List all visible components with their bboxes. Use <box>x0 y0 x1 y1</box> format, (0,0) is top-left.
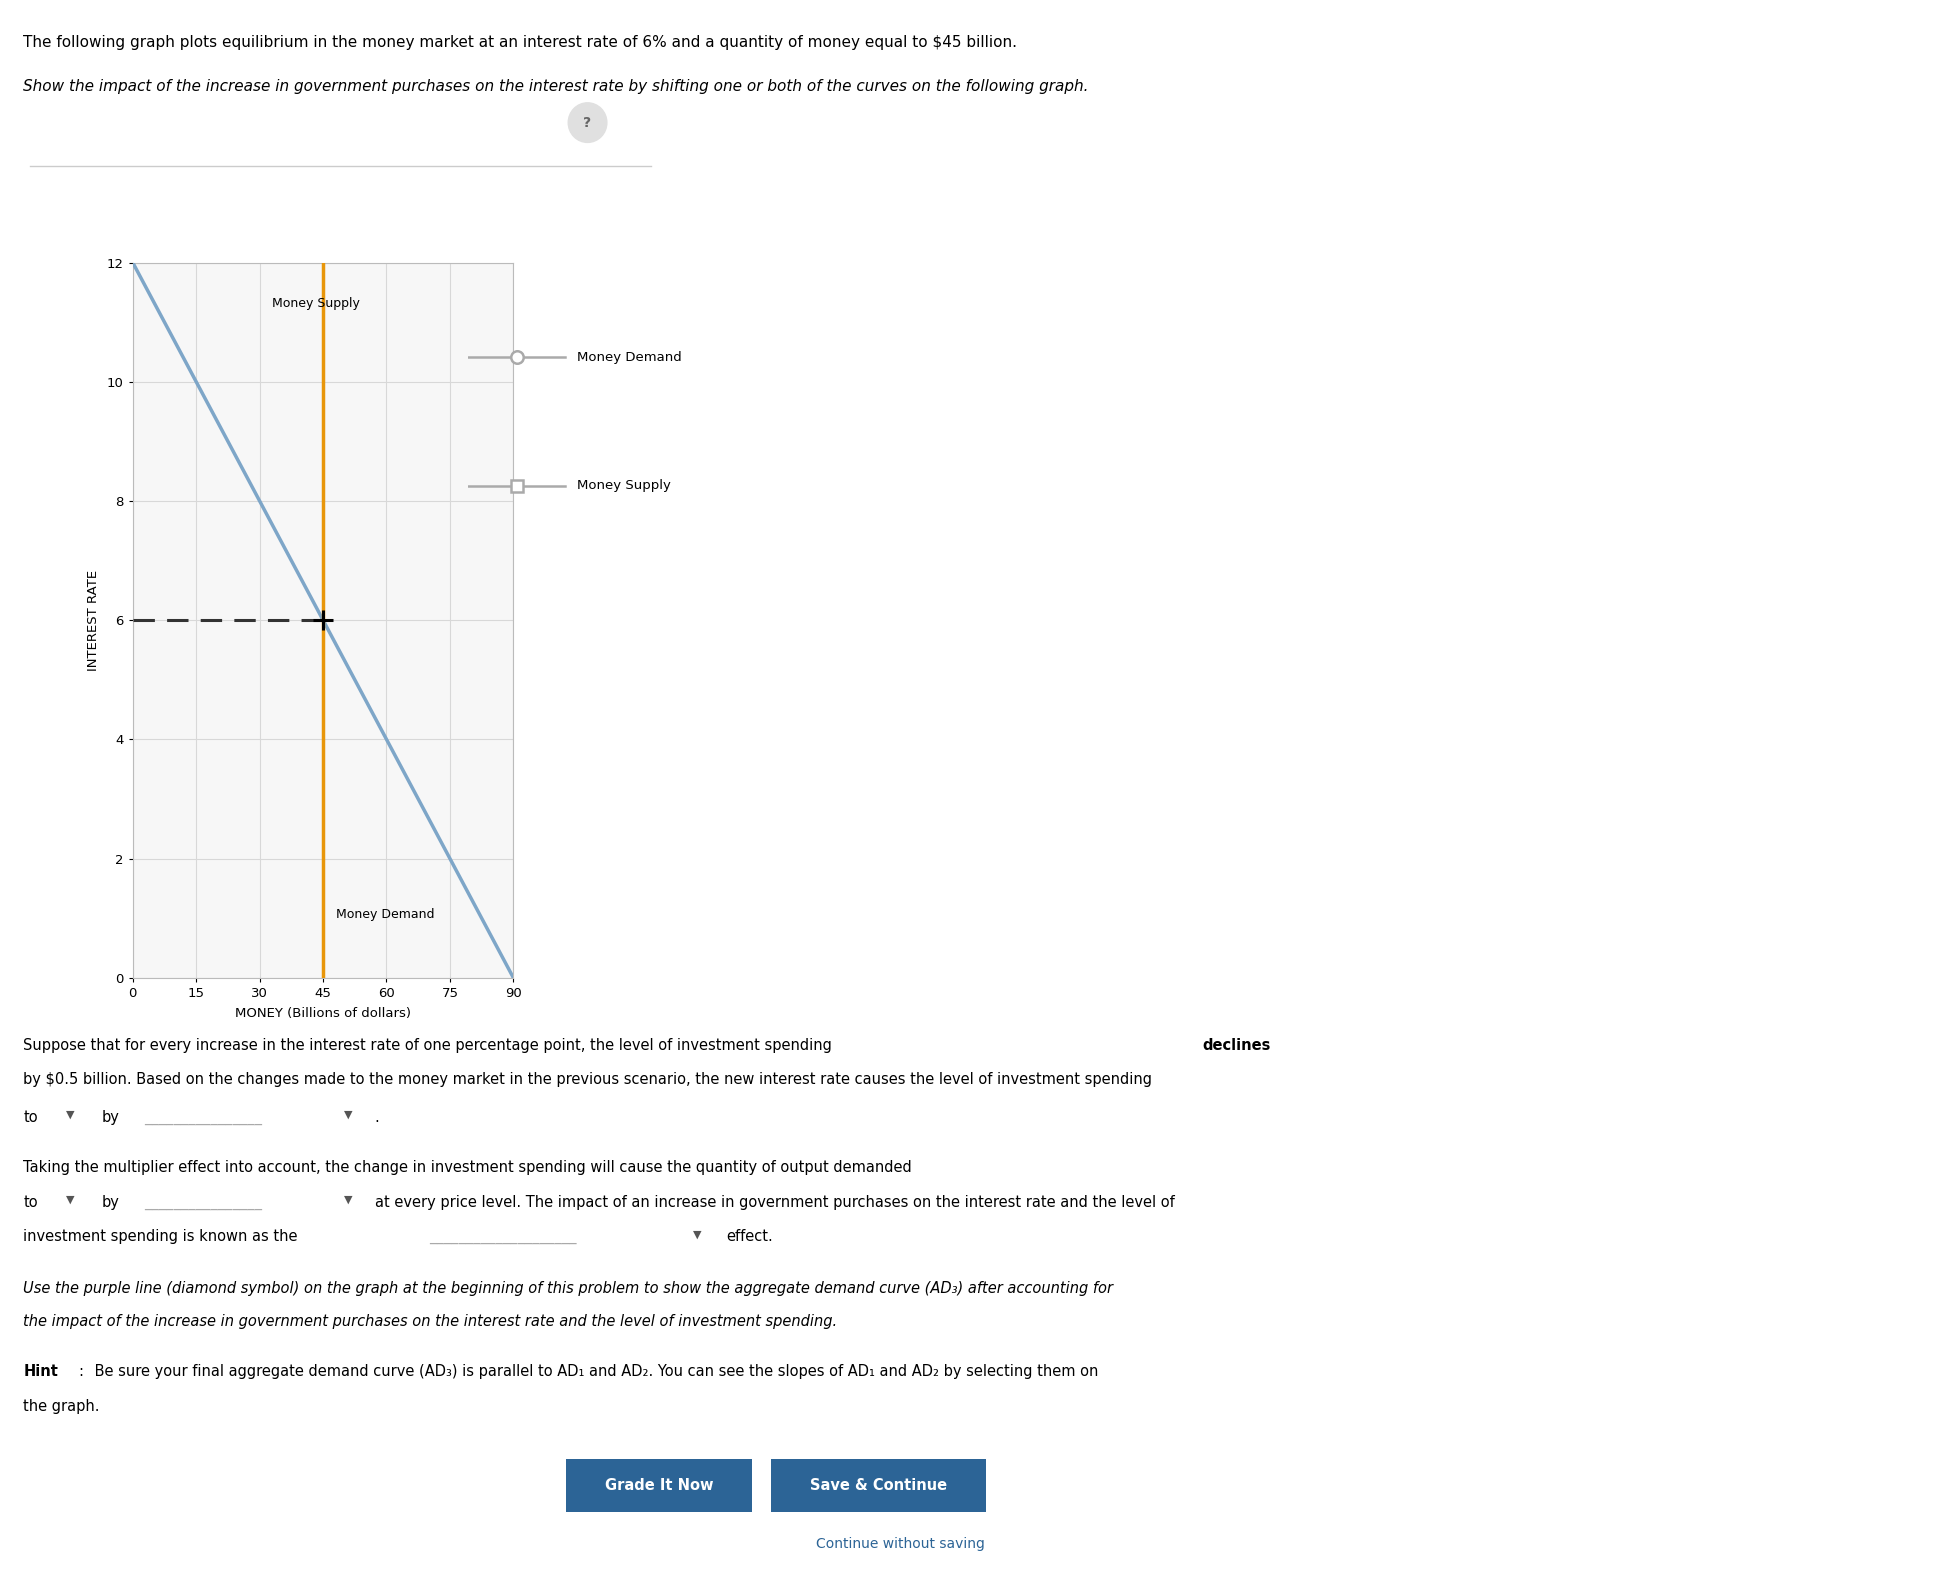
FancyBboxPatch shape <box>558 1459 759 1512</box>
Text: Money Demand: Money Demand <box>336 909 433 921</box>
Text: ▼: ▼ <box>344 1110 351 1119</box>
Text: Taking the multiplier effect into account, the change in investment spending wil: Taking the multiplier effect into accoun… <box>23 1160 912 1176</box>
Text: Be sure your final aggregate demand curve (AD₃) is parallel to AD₁ and AD₂. You : Be sure your final aggregate demand curv… <box>90 1364 1099 1380</box>
Text: Suppose that for every increase in the interest rate of one percentage point, th: Suppose that for every increase in the i… <box>23 1038 837 1053</box>
Text: ____________________: ____________________ <box>429 1229 578 1245</box>
Text: by: by <box>102 1110 119 1126</box>
Text: effect.: effect. <box>726 1229 773 1245</box>
FancyBboxPatch shape <box>763 1459 994 1512</box>
Text: Money Supply: Money Supply <box>271 297 361 310</box>
Text: ________________: ________________ <box>144 1110 262 1126</box>
Text: ________________: ________________ <box>144 1195 262 1210</box>
Text: ?: ? <box>584 116 591 130</box>
X-axis label: MONEY (Billions of dollars): MONEY (Billions of dollars) <box>234 1006 412 1020</box>
Text: Save & Continue: Save & Continue <box>810 1478 947 1493</box>
Text: :: : <box>78 1364 84 1380</box>
Text: Show the impact of the increase in government purchases on the interest rate by : Show the impact of the increase in gover… <box>23 79 1089 94</box>
Text: at every price level. The impact of an increase in government purchases on the i: at every price level. The impact of an i… <box>375 1195 1175 1210</box>
Text: ▼: ▼ <box>66 1195 74 1204</box>
Circle shape <box>568 102 607 143</box>
Text: investment spending is known as the: investment spending is known as the <box>23 1229 299 1245</box>
Text: ▼: ▼ <box>344 1195 351 1204</box>
Text: to: to <box>23 1110 37 1126</box>
Text: .: . <box>375 1110 379 1126</box>
Text: Continue without saving: Continue without saving <box>816 1537 986 1552</box>
Text: Grade It Now: Grade It Now <box>605 1478 712 1493</box>
Text: Use the purple line (diamond symbol) on the graph at the beginning of this probl: Use the purple line (diamond symbol) on … <box>23 1281 1113 1297</box>
Text: Money Supply: Money Supply <box>578 479 671 492</box>
FancyBboxPatch shape <box>14 88 668 1028</box>
Text: declines: declines <box>1202 1038 1271 1053</box>
Text: to: to <box>23 1195 37 1210</box>
Text: ▼: ▼ <box>66 1110 74 1119</box>
Text: Money Demand: Money Demand <box>578 351 681 365</box>
Text: Hint: Hint <box>23 1364 59 1380</box>
Y-axis label: INTEREST RATE: INTEREST RATE <box>86 569 100 671</box>
Text: by $0.5 billion. Based on the changes made to the money market in the previous s: by $0.5 billion. Based on the changes ma… <box>23 1072 1152 1088</box>
Text: by: by <box>102 1195 119 1210</box>
Text: The following graph plots equilibrium in the money market at an interest rate of: The following graph plots equilibrium in… <box>23 35 1017 50</box>
Text: the impact of the increase in government purchases on the interest rate and the : the impact of the increase in government… <box>23 1314 837 1330</box>
Text: the graph.: the graph. <box>23 1399 100 1415</box>
Text: ▼: ▼ <box>693 1229 701 1239</box>
